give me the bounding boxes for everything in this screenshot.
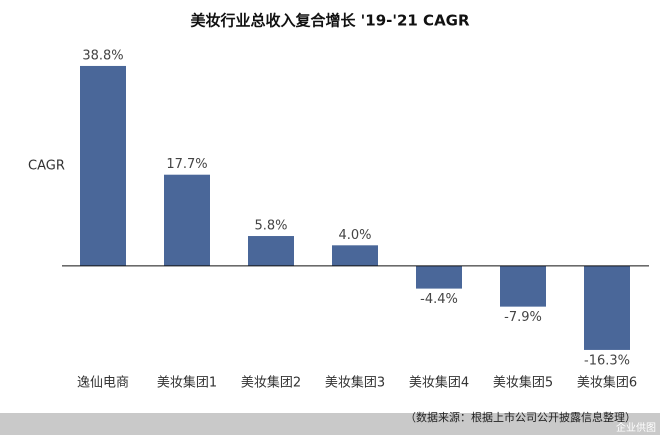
x-tick-label: 美妆集团1 [157,375,217,391]
bar [248,236,294,266]
x-tick-label: 逸仙电商 [77,376,129,391]
x-tick-label: 美妆集团3 [325,375,385,391]
value-label: 17.7% [166,157,207,172]
bar [332,245,378,266]
footer-bar [0,413,660,435]
source-note: （数据来源：根据上市公司公开披露信息整理） [405,410,636,424]
bar [500,265,546,307]
x-tick-label: 美妆集团4 [409,375,469,391]
x-tick-label: 美妆集团2 [241,375,301,391]
bar [80,65,126,266]
watermark: 企业供图 [616,421,656,434]
x-tick-label: 美妆集团6 [577,375,637,391]
y-axis-label: CAGR [28,159,65,174]
bar [584,265,630,350]
value-label: -7.9% [504,310,542,325]
chart-title: 美妆行业总收入复合增长 '19-'21 CAGR [190,12,470,30]
value-label: 4.0% [338,228,371,243]
x-tick-label: 美妆集团5 [493,375,553,391]
bar [416,265,462,289]
value-label: -16.3% [584,353,630,368]
value-label: -4.4% [420,292,458,307]
bar [164,174,210,266]
value-label: 5.8% [254,219,287,234]
value-label: 38.8% [82,48,123,63]
